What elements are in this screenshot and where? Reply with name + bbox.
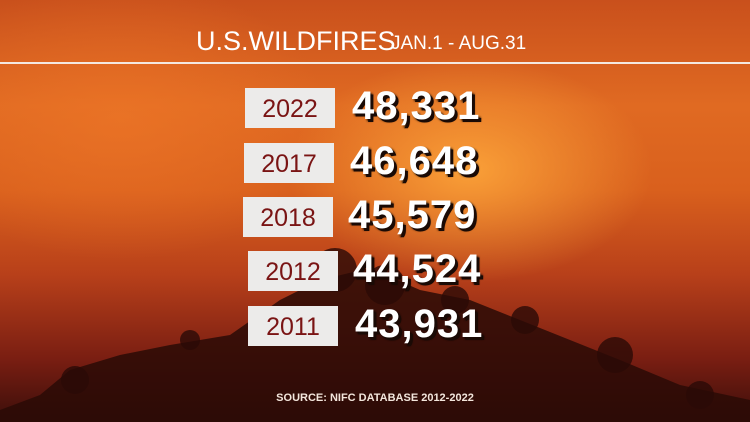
fire-count: 48,331: [352, 84, 481, 128]
page-title: U.S.WILDFIRES: [196, 26, 396, 56]
fire-count: 46,648: [350, 139, 479, 183]
year-label: 2018: [243, 197, 333, 237]
fire-count: 43,931: [355, 302, 484, 346]
fire-count: 45,579: [348, 193, 477, 237]
year-label: 2017: [244, 143, 334, 183]
source-note: SOURCE: NIFC DATABASE 2012-2022: [276, 392, 474, 404]
year-label: 2022: [245, 88, 335, 128]
year-label: 2011: [248, 306, 338, 346]
fire-count: 44,524: [353, 247, 482, 291]
date-range: JAN.1 - AUG.31: [391, 33, 527, 54]
header-divider: [0, 62, 750, 64]
year-label: 2012: [248, 251, 338, 291]
